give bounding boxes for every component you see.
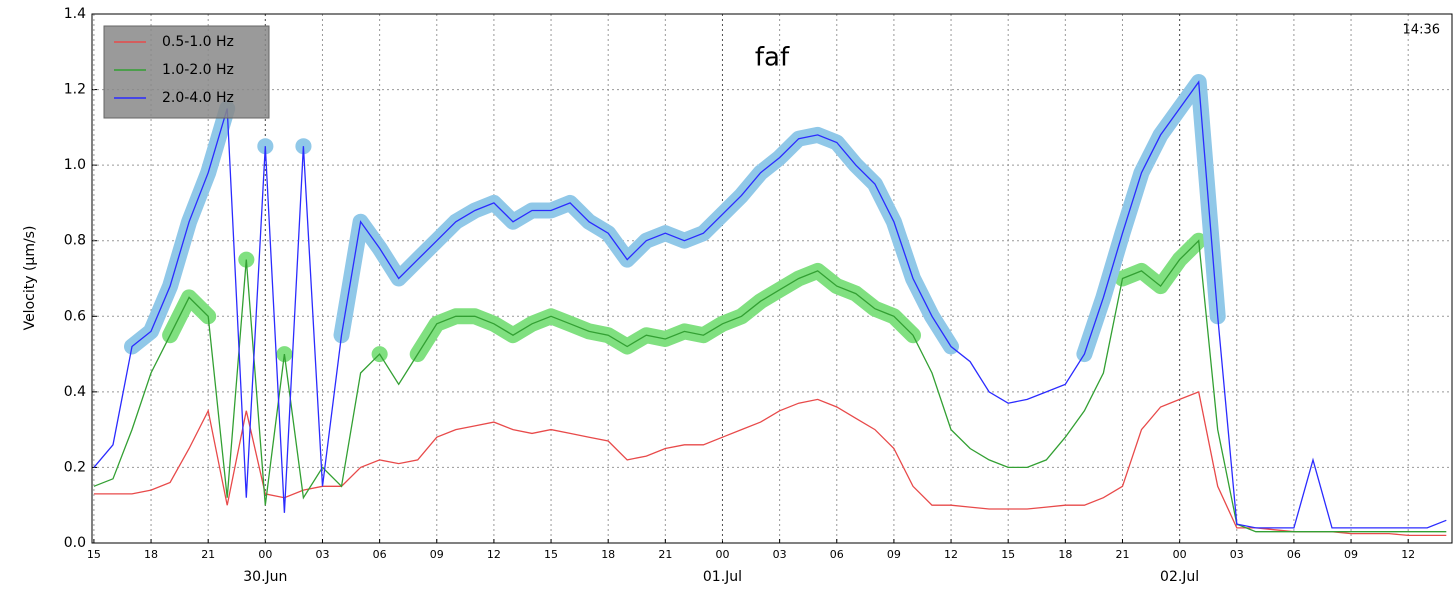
x-tick-label: 12 xyxy=(944,548,958,561)
highlight xyxy=(409,262,921,363)
x-tick-label: 00 xyxy=(715,548,729,561)
x-tick-label: 06 xyxy=(373,548,387,561)
y-axis-label: Velocity (μm/s) xyxy=(22,226,38,331)
x-tick-label: 18 xyxy=(1058,548,1072,561)
x-tick-label: 21 xyxy=(1115,548,1129,561)
plot-area xyxy=(93,74,1447,537)
x-tick-label: 12 xyxy=(487,548,501,561)
x-tick-label: 15 xyxy=(87,548,101,561)
y-tick-label: 1.4 xyxy=(64,6,86,22)
x-tick-label: 12 xyxy=(1401,548,1415,561)
highlight xyxy=(1076,74,1226,363)
series-line xyxy=(93,80,1447,529)
y-tick-label: 1.2 xyxy=(64,82,86,98)
x-tick-label: 03 xyxy=(773,548,787,561)
y-tick-label: 0.6 xyxy=(64,308,86,324)
x-tick-label: 15 xyxy=(1001,548,1015,561)
highlight xyxy=(1114,232,1207,295)
y-tick-label: 0.0 xyxy=(64,535,86,551)
x-tick-label: 03 xyxy=(1230,548,1244,561)
y-tick-label: 0.4 xyxy=(64,384,86,400)
x-tick-label: 03 xyxy=(315,548,329,561)
plot-frame xyxy=(91,13,1453,544)
x-tick-label: 09 xyxy=(887,548,901,561)
x-tick-label: 00 xyxy=(1173,548,1187,561)
legend-label: 1.0-2.0 Hz xyxy=(162,62,234,78)
legend-label: 0.5-1.0 Hz xyxy=(162,34,234,50)
x-tick-label: 09 xyxy=(1344,548,1358,561)
annotation: 14:36 xyxy=(1403,23,1440,38)
x-tick-label: 21 xyxy=(201,548,215,561)
x-tick-label: 18 xyxy=(144,548,158,561)
x-major-label: 01.Jul xyxy=(703,569,742,585)
y-tick-label: 0.2 xyxy=(64,459,86,475)
x-tick-label: 15 xyxy=(544,548,558,561)
x-tick-label: 06 xyxy=(830,548,844,561)
y-tick-label: 1.0 xyxy=(64,157,86,173)
x-tick-label: 18 xyxy=(601,548,615,561)
series-line xyxy=(93,391,1447,537)
series-line xyxy=(93,239,1447,533)
y-tick-label: 0.8 xyxy=(64,233,86,249)
x-major-label: 30.Jun xyxy=(243,569,287,585)
x-major-label: 02.Jul xyxy=(1160,569,1199,585)
x-tick-label: 21 xyxy=(658,548,672,561)
x-tick-label: 06 xyxy=(1287,548,1301,561)
chart-title: faf xyxy=(755,43,790,73)
legend-label: 2.0-4.0 Hz xyxy=(162,90,234,106)
x-tick-label: 09 xyxy=(430,548,444,561)
highlight xyxy=(162,289,217,344)
x-tick-label: 00 xyxy=(258,548,272,561)
